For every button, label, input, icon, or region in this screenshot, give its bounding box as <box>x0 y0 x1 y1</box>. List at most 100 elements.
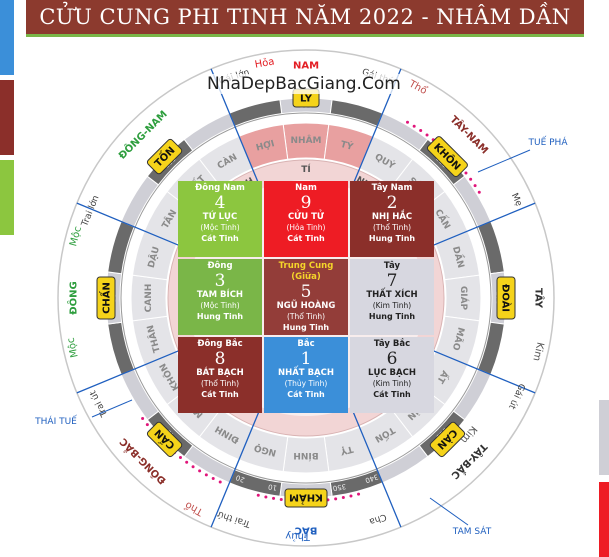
degree-label: 20 <box>235 473 246 484</box>
grid-cell: Đông Nam 4 TỨ LỤC (Mộc Tinh) Cát Tinh <box>178 181 262 257</box>
outside-star-leader <box>91 399 133 418</box>
grid-cell-direction: Đông <box>207 261 233 271</box>
grid-cell-direction: Tây <box>383 261 401 271</box>
grid-cell-star: CỬU TỬ <box>287 212 325 222</box>
element-label: Mộc <box>65 336 81 358</box>
mountain-label: HỢI <box>255 139 276 154</box>
trigram-badge-bg <box>284 488 328 508</box>
grid-cell-number: 6 <box>386 349 398 369</box>
tam-sat-arc <box>264 495 268 499</box>
element-label: Thổ <box>183 499 206 520</box>
tue-pha-arc <box>406 120 409 124</box>
tam-sat-arc <box>272 496 276 500</box>
tam-sat-arc <box>256 493 260 497</box>
trigram-badge: KHẢM <box>284 488 328 508</box>
grid-cell-luck: Cát Tinh <box>287 234 325 243</box>
sector-divider <box>416 202 536 253</box>
trigram-badge: TỐN <box>146 138 183 175</box>
mountain-label: BÍNH <box>293 450 318 462</box>
grid-cell-direction: Nam <box>295 183 317 193</box>
tue-pha-arc <box>469 177 473 181</box>
grid-cell-star: NGŨ HOÀNG <box>276 301 336 311</box>
thai-tue-arc <box>178 456 182 460</box>
element-label: Kim <box>530 341 545 362</box>
grid-cell-element: (Thổ Tinh) <box>372 223 412 232</box>
grid-cell-luck: Hung Tinh <box>282 323 330 332</box>
grid-cell-direction: Trung Cung (Giữa) <box>278 261 334 282</box>
grid-cell-element: (Thủy Tinh) <box>284 379 328 388</box>
direction-label: ĐÔNG <box>67 281 80 314</box>
grid-cell-luck: Hung Tinh <box>368 312 416 321</box>
trigram-label: LY <box>300 94 313 105</box>
member-label: Mẹ <box>509 192 524 209</box>
grid-cell-direction: Tây Nam <box>371 183 413 193</box>
mountain-label: TÝ <box>339 138 355 153</box>
tue-pha-arc <box>412 124 416 128</box>
grid-cell-direction: Đông Nam <box>195 183 245 193</box>
direction-label: TÂY-BẮC <box>449 441 492 484</box>
member-label: Gái út <box>506 382 527 411</box>
grid-cell-element: (Thổ Tinh) <box>286 312 326 321</box>
tue-pha-arc <box>473 184 477 188</box>
grid-cell: Nam 9 CỬU TỬ (Hỏa Tinh) Cát Tinh <box>264 181 348 257</box>
grid-cell-element: (Mộc Tinh) <box>200 223 240 232</box>
thai-tue-arc <box>218 480 222 484</box>
sector-divider <box>76 343 196 394</box>
grid-cell-element: (Hỏa Tinh) <box>286 223 326 232</box>
element-label: Hỏa <box>254 55 276 70</box>
member-label: Cha <box>368 511 388 526</box>
grid-cell: Đông 3 TAM BÍCH (Mộc Tinh) Hung Tinh <box>178 259 262 335</box>
grid-cell-luck: Cát Tinh <box>373 390 411 399</box>
sector-divider <box>76 202 196 253</box>
grid-cell-luck: Cát Tinh <box>201 390 239 399</box>
direction-label: TÂY <box>533 288 546 309</box>
inner-label: TÍ <box>301 163 311 175</box>
grid-cell-star: NHỊ HẮC <box>371 212 413 222</box>
grid-cell: Trung Cung (Giữa) 5 NGŨ HOÀNG (Thổ Tinh) Hun… <box>264 259 348 335</box>
grid-cell-star: TAM BÍCH <box>196 290 244 300</box>
title-underline <box>26 34 584 37</box>
thai-tue-arc <box>191 465 195 469</box>
grid-cell-number: 3 <box>214 271 226 291</box>
tam-sat-arc <box>334 497 338 501</box>
grid-cell-direction: Đông Bắc <box>197 339 243 349</box>
outer-ring-segment <box>228 99 283 127</box>
mountain-label: DẬU <box>146 245 162 269</box>
outside-star-label: THÁI TUẾ <box>34 415 77 427</box>
tam-sat-arc <box>279 497 283 501</box>
degree-label: 10 <box>268 482 278 491</box>
grid-cell: Bắc 1 NHẤT BẠCH (Thủy Tinh) Cát Tinh <box>264 337 348 413</box>
grid-cell-element: (Kim Tinh) <box>372 301 412 310</box>
tue-pha-arc <box>464 171 468 175</box>
grid-cell-direction: Bắc <box>297 339 315 349</box>
mountain-label: GIÁP <box>458 286 470 311</box>
grid-cell-number: 5 <box>300 282 312 302</box>
watermark-text: NhaDepBacGiang.Com <box>205 74 403 94</box>
tue-pha-arc <box>425 133 429 137</box>
grid-cell-number: 1 <box>300 349 312 369</box>
trigram-badge-bg <box>146 421 183 458</box>
sector-divider <box>416 343 536 394</box>
thai-tue-arc <box>198 469 202 473</box>
grid-cell-luck: Hung Tinh <box>196 312 244 321</box>
left-edge-bar-blue <box>0 0 14 75</box>
grid-cell-star: THẤT XÍCH <box>366 290 418 300</box>
trigram-badge-bg <box>496 276 516 320</box>
grid-cell-star: BÁT BẠCH <box>196 368 244 378</box>
thai-tue-arc <box>204 473 208 477</box>
grid-cell-number: 7 <box>386 271 398 291</box>
trigram-badge: KHÔN <box>426 136 468 178</box>
mountain-segment <box>238 123 289 170</box>
member-label: Trai thứ <box>216 508 253 529</box>
grid-cell-star: TỨ LỤC <box>202 212 238 222</box>
grid-cell-number: 2 <box>386 193 398 213</box>
grid-cell: Tây Bắc 6 LỤC BẠCH (Kim Tinh) Cát Tinh <box>350 337 434 413</box>
outside-star-leader <box>477 149 531 173</box>
grid-cell: Tây Nam 2 NHỊ HẮC (Thổ Tinh) Hung Tinh <box>350 181 434 257</box>
grid-cell-star: LỤC BẠCH <box>368 368 416 378</box>
outer-circle <box>57 49 555 547</box>
trigram-label: ĐOÀI <box>500 284 513 312</box>
right-edge-bar-gray <box>599 400 609 475</box>
outside-star-leader <box>429 497 469 526</box>
grid-cell-luck: Cát Tinh <box>287 390 325 399</box>
